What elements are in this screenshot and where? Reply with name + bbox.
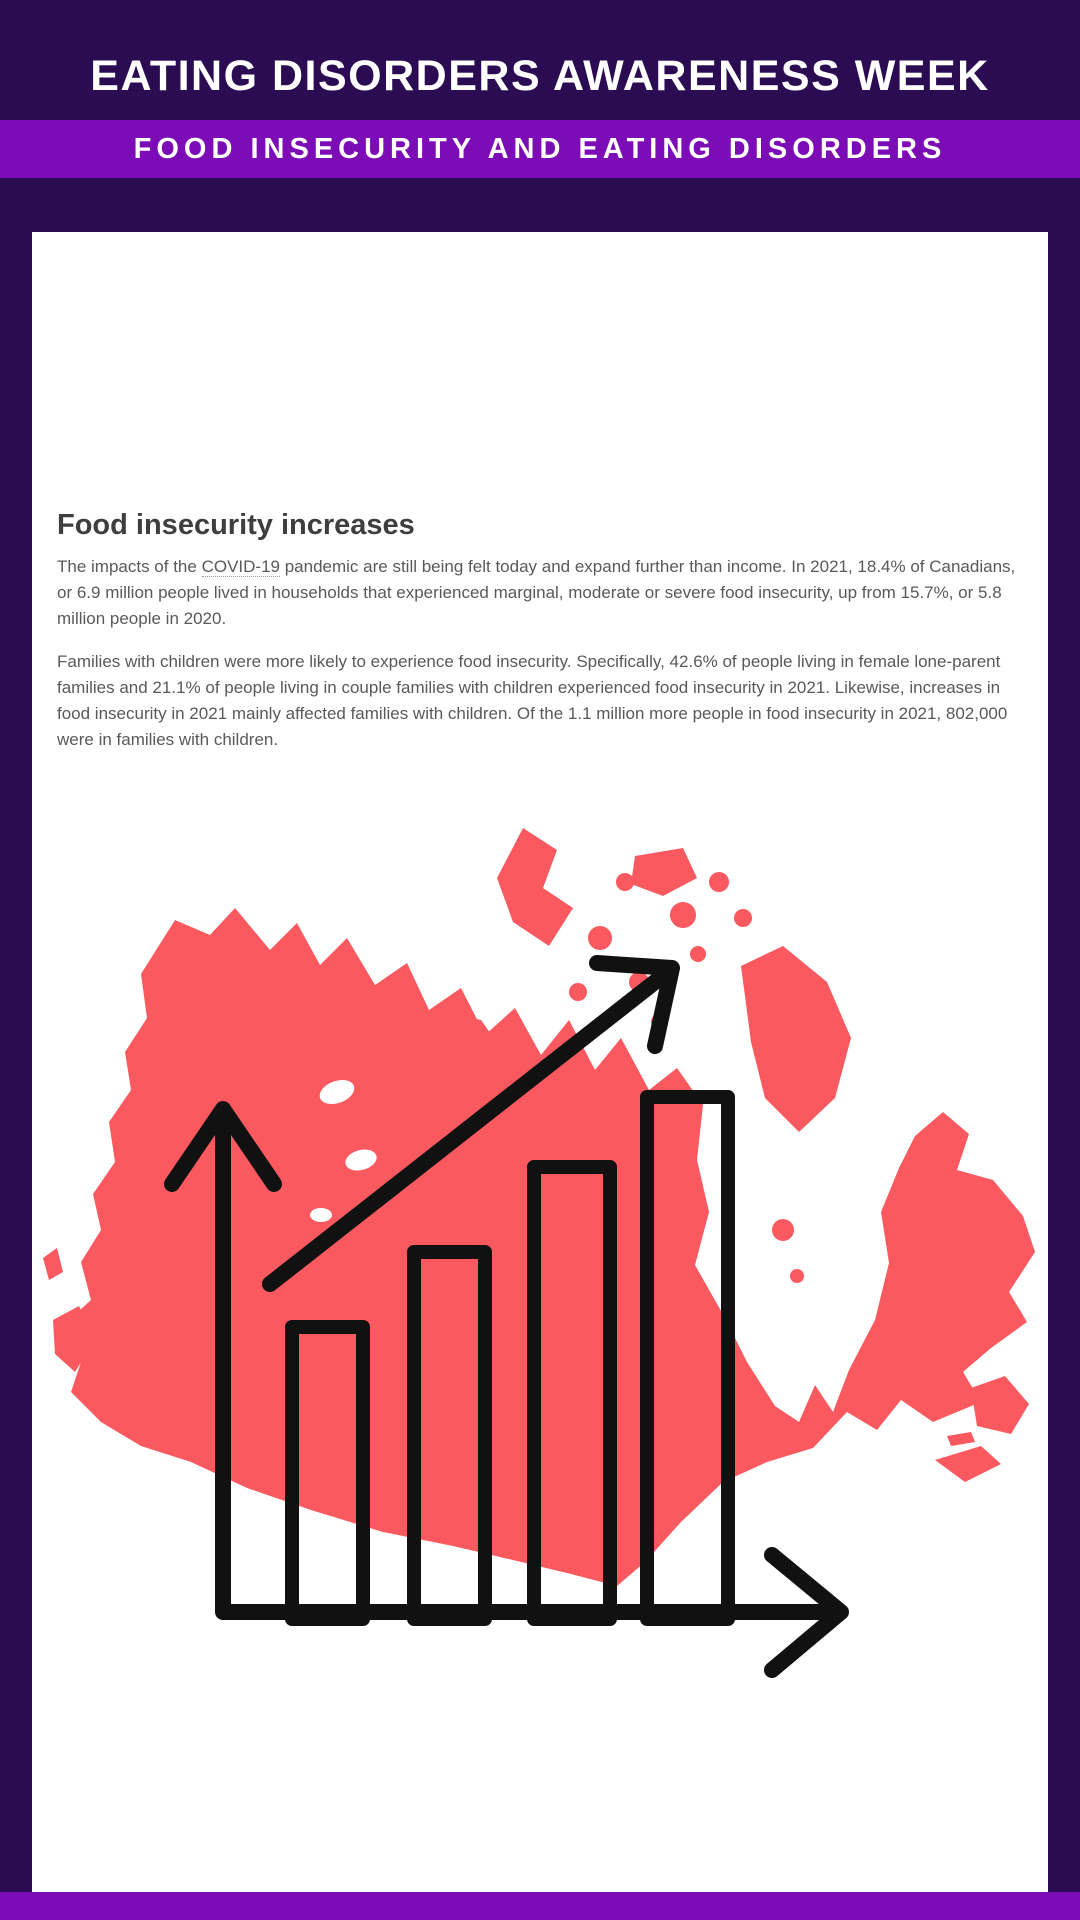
trend-arrowhead-icon (589, 955, 680, 1054)
bar-4 (640, 1090, 735, 1626)
hudson-bay-islet (790, 1269, 804, 1283)
section-heading: Food insecurity increases (57, 509, 415, 541)
great-slave-lake (345, 1149, 377, 1171)
arctic-islet (569, 983, 587, 1001)
devon-island (631, 848, 697, 896)
arctic-islet (588, 926, 612, 950)
great-bear-lake (319, 1079, 355, 1105)
covid-19-term-link[interactable]: COVID-19 (201, 557, 280, 577)
canada-mainland (69, 908, 1035, 1586)
bar-1 (285, 1320, 370, 1626)
chart-bars (285, 1090, 735, 1626)
content-card: Food insecurity increases The impacts of… (32, 232, 1048, 1892)
right-arrowhead-icon (764, 1547, 849, 1678)
hudson-bay-islet (772, 1219, 794, 1241)
paragraph-2: Families with children were more likely … (57, 652, 1008, 749)
page-title: EATING DISORDERS AWARENESS WEEK (90, 51, 990, 100)
lake-athabasca (310, 1208, 332, 1222)
footer-accent-bar (0, 1892, 1080, 1920)
prince-edward-island (947, 1432, 975, 1446)
ellesmere-island (497, 828, 573, 946)
arctic-islet (709, 872, 729, 892)
paragraph-1-before-link: The impacts of the (57, 557, 202, 576)
newfoundland-island (971, 1376, 1029, 1434)
article-section: Food insecurity increases The impacts of… (57, 508, 1023, 770)
arctic-islet (734, 909, 752, 927)
up-arrowhead-icon (164, 1101, 282, 1192)
arctic-islet (690, 946, 706, 962)
arctic-islet (670, 902, 696, 928)
paragraph-1-after-link: pandemic are still being felt today and … (57, 557, 1016, 628)
trend-arrow-shaft (262, 970, 668, 1292)
page-header: EATING DISORDERS AWARENESS WEEK (0, 0, 1080, 120)
banks-island (349, 988, 401, 1046)
canada-map (43, 828, 1035, 1586)
lakes (310, 1079, 377, 1222)
baffin-island (741, 946, 851, 1132)
canada-map-bar-chart-illustration (35, 760, 1045, 1700)
bar-2 (407, 1245, 492, 1626)
banner-title: FOOD INSECURITY AND EATING DISORDERS (133, 132, 947, 165)
illustration-svg (43, 828, 1035, 1678)
victoria-island (407, 1010, 505, 1090)
chart-axes (215, 1104, 835, 1620)
bar-chart-icon (164, 955, 849, 1678)
paragraph-1: The impacts of the COVID-19 pandemic are… (57, 554, 1023, 632)
subtitle-banner: FOOD INSECURITY AND EATING DISORDERS (0, 120, 1080, 178)
arctic-islet (616, 873, 634, 891)
bar-3 (527, 1160, 617, 1626)
nova-scotia (935, 1446, 1001, 1482)
haida-gwaii (43, 1248, 63, 1280)
vancouver-island (53, 1306, 95, 1372)
